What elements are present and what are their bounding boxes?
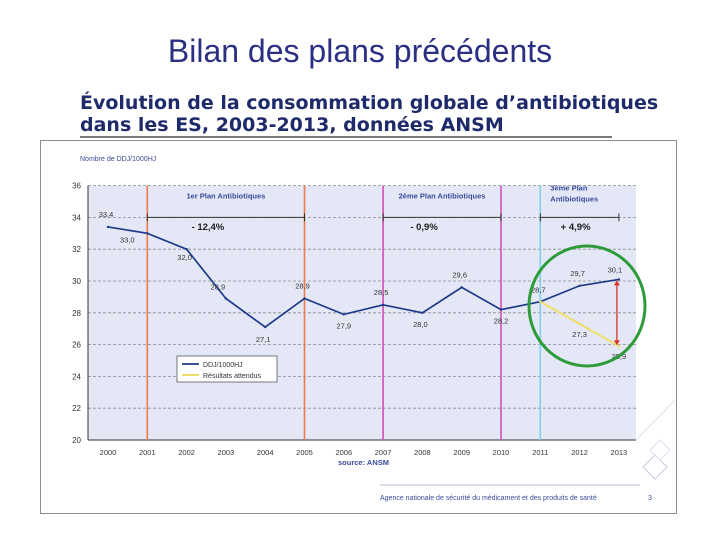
y-tick-label: 36 (72, 182, 81, 191)
footer-page-number: 3 (648, 495, 652, 502)
y-axis-label: Nombre de DDJ/1000HJ (80, 156, 156, 163)
data-label: 28,7 (531, 286, 546, 295)
data-label: 28,2 (494, 317, 509, 326)
decorative-diamond (642, 454, 668, 480)
data-point (342, 313, 345, 316)
data-point (460, 286, 463, 289)
data-point (106, 225, 110, 229)
gap-arrow-head-bottom (613, 340, 620, 346)
data-point (381, 303, 385, 307)
x-tick-label: 2010 (493, 448, 510, 457)
y-tick-label: 24 (72, 372, 81, 381)
plan-change-label: - 12,4% (192, 222, 225, 233)
chart-heading-line-2: dans les ES, 2003-2013, données ANSM (80, 114, 504, 136)
data-label: 29,6 (452, 270, 467, 279)
legend-box (176, 355, 278, 383)
data-point (578, 322, 581, 326)
data-point (185, 248, 188, 251)
data-label: 33,4 (99, 210, 114, 219)
data-label: 33,0 (120, 235, 135, 244)
legend-label-observed: DDJ/1000HJ (203, 362, 243, 369)
plan-label-line-2: Antibiotiques (550, 195, 598, 204)
x-tick-label: 2002 (178, 448, 195, 457)
x-tick-label: 2003 (218, 448, 235, 457)
data-label: 32,0 (177, 253, 192, 262)
footer-agency: Agence nationale de sécurité du médicame… (380, 495, 597, 502)
plan-label: 1er Plan Antibiotiques (186, 191, 265, 200)
chart-heading: Évolution de la consommation globale d’a… (80, 92, 659, 138)
data-point (421, 311, 424, 314)
data-point (539, 300, 542, 303)
heading-underline (80, 136, 612, 138)
data-label: 27,1 (256, 335, 271, 344)
chart-heading-line-1: Évolution de la consommation globale d’a… (80, 92, 659, 114)
x-tick-label: 2008 (414, 448, 431, 457)
y-tick-label: 22 (72, 404, 81, 413)
y-tick-label: 34 (72, 213, 81, 222)
plan-change-label: + 4,9% (561, 222, 591, 233)
plan-label: 2ème Plan Antibiotiques (399, 191, 486, 200)
highlight-circle (527, 244, 647, 368)
y-tick-label: 28 (72, 309, 81, 318)
x-tick-label: 2004 (257, 448, 274, 457)
data-point (499, 308, 503, 311)
y-tick-label: 32 (72, 245, 81, 254)
x-tick-label: 2001 (139, 448, 156, 457)
decorative-diamond (649, 439, 671, 461)
plan-label-line-1: 3ème Plan (550, 183, 588, 192)
data-label: 28,9 (295, 281, 310, 290)
x-tick-label: 2006 (335, 448, 352, 457)
x-tick-label: 2013 (611, 448, 628, 457)
slide-title: Bilan des plans précédents (167, 33, 553, 69)
data-label: 28,5 (374, 288, 389, 297)
data-point (146, 232, 149, 235)
series-line-observed (107, 226, 620, 329)
source-label: source: ANSM (338, 458, 389, 467)
data-point (303, 297, 306, 300)
decorative-line (635, 399, 676, 441)
gap-arrow-head-top (613, 280, 620, 286)
legend-label-expected: Résultats attendus (203, 373, 261, 380)
data-label: 29,7 (570, 269, 585, 278)
x-tick-label: 2011 (532, 448, 548, 457)
y-tick-label: 26 (72, 341, 81, 350)
data-label: 27,9 (336, 321, 351, 330)
data-label: 30,1 (608, 265, 623, 274)
data-label: 28,9 (211, 282, 226, 291)
data-point (224, 297, 228, 300)
x-tick-label: 2012 (571, 448, 588, 457)
y-tick-label: 30 (72, 277, 81, 286)
data-point (264, 325, 267, 329)
plan-change-label: - 0,9% (410, 222, 438, 233)
x-tick-label: 2000 (100, 448, 117, 457)
x-tick-label: 2007 (375, 448, 392, 457)
data-point (617, 278, 621, 281)
data-label: 27,3 (572, 330, 587, 339)
data-label: 28,0 (413, 320, 428, 329)
x-tick-label: 2005 (296, 448, 313, 457)
y-tick-label: 20 (72, 436, 81, 445)
x-tick-label: 2009 (453, 448, 470, 457)
data-point (578, 284, 581, 287)
data-point (617, 344, 621, 348)
